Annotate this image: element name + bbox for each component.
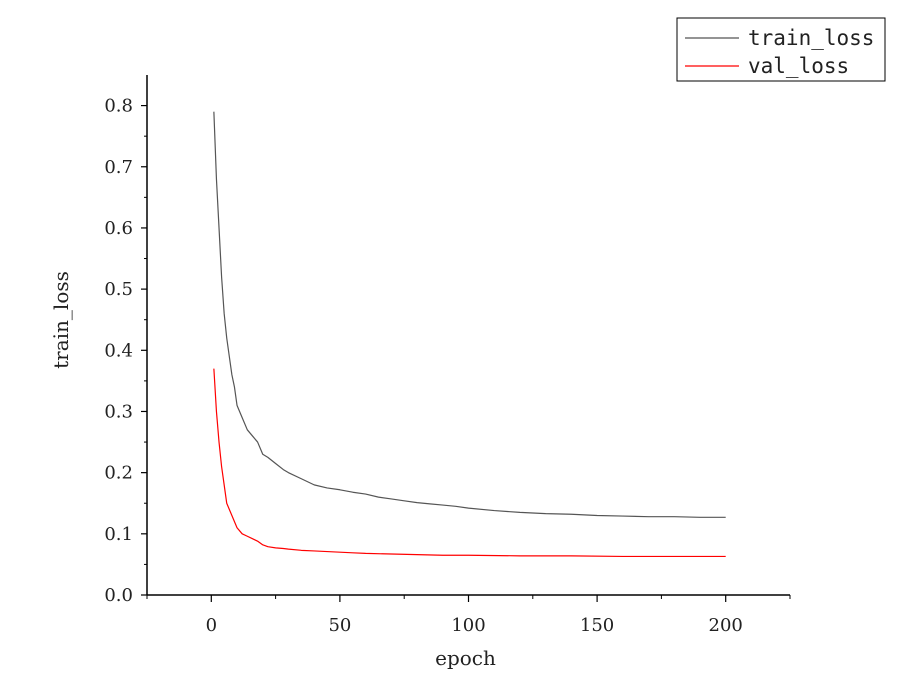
y-tick-label: 0.6 (104, 218, 133, 239)
x-tick-label: 200 (709, 615, 743, 636)
y-tick-label: 0.4 (104, 340, 133, 361)
legend-label: train_loss (748, 26, 874, 50)
y-tick-label: 0.8 (104, 96, 133, 117)
y-tick-label: 0.3 (104, 401, 133, 422)
x-tick-label: 100 (451, 615, 485, 636)
plot-area (213, 111, 726, 558)
series-line-val-loss (213, 368, 726, 558)
y-axis-label: train_loss (49, 271, 73, 369)
axes: 0.0 0.1 0.2 0.3 0.4 0.5 0.6 0.7 0.8 0 50 100 150 200 (104, 75, 791, 636)
x-tick-label: 0 (206, 615, 217, 636)
y-tick-label: 0.1 (104, 524, 133, 545)
legend-box (676, 17, 886, 82)
y-tick-label: 0.0 (104, 585, 133, 606)
legend: train_loss val_loss (676, 17, 886, 82)
x-tick-label: 150 (580, 615, 614, 636)
y-tick-label: 0.2 (104, 463, 133, 484)
x-tick-label: 50 (328, 615, 351, 636)
y-tick-label: 0.7 (104, 157, 133, 178)
legend-label: val_loss (748, 54, 849, 78)
series-line-train-loss (213, 111, 726, 518)
x-axis-label: epoch (435, 646, 496, 670)
y-tick-label: 0.5 (104, 279, 133, 300)
